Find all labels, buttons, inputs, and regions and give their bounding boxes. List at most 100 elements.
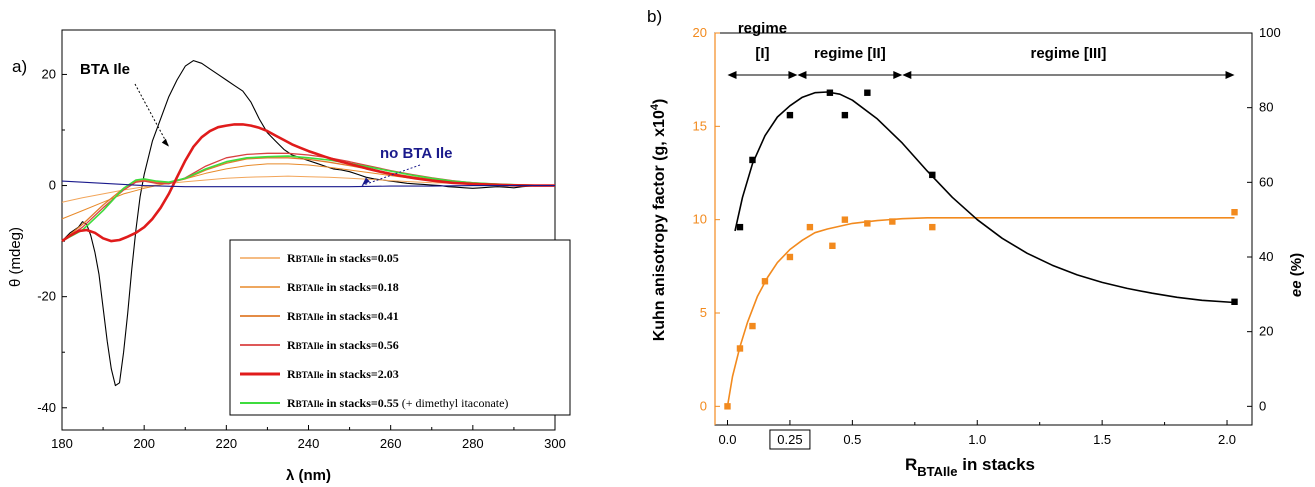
annotation-bta-ile-arrowhead — [161, 138, 169, 147]
data-point-right — [826, 89, 834, 96]
panel-a-label: a) — [12, 57, 27, 76]
x-tick-label: 220 — [215, 436, 237, 451]
panel-b-x-axis-title: RBTAIle in stacks — [905, 455, 1035, 479]
panel-b-right-axis-title: ee (%) — [1288, 253, 1305, 297]
x-tick-label: 200 — [133, 436, 155, 451]
x-tick-label: 300 — [544, 436, 566, 451]
legend-entry-sub: BTAIle — [296, 399, 324, 409]
regime-arrowhead-left-1 — [797, 71, 807, 79]
data-point-left — [889, 218, 896, 225]
data-point-left — [806, 223, 814, 231]
y-tick-label: -40 — [37, 400, 56, 415]
regime-arrowhead-right-0 — [788, 71, 798, 79]
annotation-no-bta-ile-arrowhead — [361, 177, 370, 186]
panel-a-x-axis-title: λ (nm) — [286, 467, 331, 484]
legend-entry-r: R — [287, 367, 296, 381]
panel-a-plot: 180 200 220 240 260 280 300 -40 -20 0 20 — [37, 29, 566, 451]
data-point-right — [749, 156, 756, 164]
left-tick-label: 20 — [693, 25, 707, 40]
b-x-tick-label: 0.5 — [843, 432, 861, 447]
data-point-left — [864, 220, 871, 227]
data-point-left — [761, 278, 769, 285]
regime-label-1: regime [II] — [814, 45, 886, 62]
cd-spectrum-line-6 — [61, 123, 555, 243]
panel-a-y-axis-title: θ (mdeg) — [7, 227, 24, 287]
regime-label-sub-0: [I] — [755, 45, 769, 62]
panel-b-plot: 0.0 0.25 0.5 1.0 1.5 2.0 0 5 10 15 20 0 20 40 60 80 100 r… — [693, 20, 1281, 450]
legend-entry-r: R — [287, 396, 296, 410]
b-x-tick-label: 1.5 — [1093, 432, 1111, 447]
x-axis-title-sub: BTAIle — [917, 464, 957, 479]
b-x-tick-label: 1.0 — [968, 432, 986, 447]
right-tick-label: 0 — [1259, 398, 1266, 413]
annotation-no-bta-ile: no BTA Ile — [380, 145, 453, 162]
right-tick-label: 80 — [1259, 100, 1273, 115]
legend-entry-r: R — [287, 309, 296, 323]
x-tick-label: 240 — [298, 436, 320, 451]
regime-label-0: regime — [738, 20, 787, 37]
cd-spectrum-line-7 — [61, 180, 555, 188]
legend-entry-4: RBTAIle in stacks=2.03 — [287, 367, 399, 381]
right-tick-label: 60 — [1259, 174, 1273, 189]
data-point-left — [829, 242, 836, 249]
fit-curve-left — [726, 217, 1235, 407]
panel-b-frame — [714, 32, 1253, 426]
data-point-right — [864, 89, 871, 96]
left-tick-label: 15 — [693, 118, 707, 133]
right-tick-label: 100 — [1259, 25, 1281, 40]
b-x-tick-label: 2.0 — [1218, 432, 1236, 447]
legend-entry-extra: (+ dimethyl itaconate) — [399, 396, 509, 410]
highlighted-tick-box — [769, 429, 811, 450]
data-point-left — [749, 322, 756, 330]
cd-spectrum-line-2 — [61, 163, 556, 220]
data-point-left — [736, 345, 744, 352]
right-axis-title-unit: (%) — [1288, 253, 1305, 281]
legend-entry-text: in stacks=0.18 — [324, 280, 399, 294]
data-point-right — [786, 111, 794, 119]
legend-entry-r: R — [287, 280, 296, 294]
legend-entry-sub: BTAIle — [296, 283, 324, 293]
left-tick-label: 5 — [700, 305, 707, 320]
b-x-tick-label: 0.0 — [718, 432, 736, 447]
legend-entry-5: RBTAIle in stacks=0.55 (+ dimethyl itaco… — [287, 396, 508, 410]
legend-entry-text: in stacks=0.41 — [324, 309, 399, 323]
regime-arrowhead-right-2 — [1225, 71, 1235, 79]
left-axis-title-sup: 4 — [649, 103, 661, 110]
data-point-right — [1231, 298, 1238, 305]
legend-box — [229, 239, 571, 416]
legend-entry-r: R — [287, 251, 296, 265]
data-point-left — [724, 403, 731, 410]
x-tick-label: 260 — [380, 436, 402, 451]
cd-spectrum-line-0 — [61, 60, 555, 387]
y-tick-label: 20 — [42, 66, 56, 81]
fit-curve-right — [734, 91, 1235, 304]
x-axis-title-rest: in stacks — [958, 455, 1036, 474]
legend-entry-sub: BTAIle — [296, 341, 324, 351]
data-point-right — [841, 111, 849, 119]
legend-entry-text: in stacks=0.05 — [324, 251, 399, 265]
legend-entry-text: in stacks=0.55 — [324, 396, 399, 410]
legend-entry-0: RBTAIle in stacks=0.05 — [287, 251, 399, 265]
b-x-tick-label: 0.25 — [777, 432, 802, 447]
data-point-left — [786, 253, 794, 261]
legend-entry-text: in stacks=2.03 — [324, 367, 399, 381]
x-tick-label: 280 — [462, 436, 484, 451]
x-tick-label: 180 — [51, 436, 73, 451]
data-point-left — [929, 223, 936, 231]
regime-label-2: regime [III] — [1030, 45, 1106, 62]
data-point-right — [736, 223, 744, 231]
legend-entry-1: RBTAIle in stacks=0.18 — [287, 280, 399, 294]
data-point-left — [1231, 209, 1238, 216]
panel-b-left-axis-title: Kuhn anisotropy factor (g, x104) — [649, 99, 668, 342]
left-tick-label: 10 — [693, 212, 707, 227]
legend-entry-text: in stacks=0.56 — [324, 338, 399, 352]
x-axis-title-r: R — [905, 455, 917, 474]
right-axis-title-ee: ee — [1288, 280, 1305, 297]
legend-entry-sub: BTAIle — [296, 254, 324, 264]
annotation-bta-ile: BTA Ile — [80, 61, 130, 78]
y-tick-label: 0 — [49, 178, 56, 193]
legend-entry-sub: BTAIle — [296, 312, 324, 322]
annotation-bta-ile-pointer — [134, 83, 170, 147]
